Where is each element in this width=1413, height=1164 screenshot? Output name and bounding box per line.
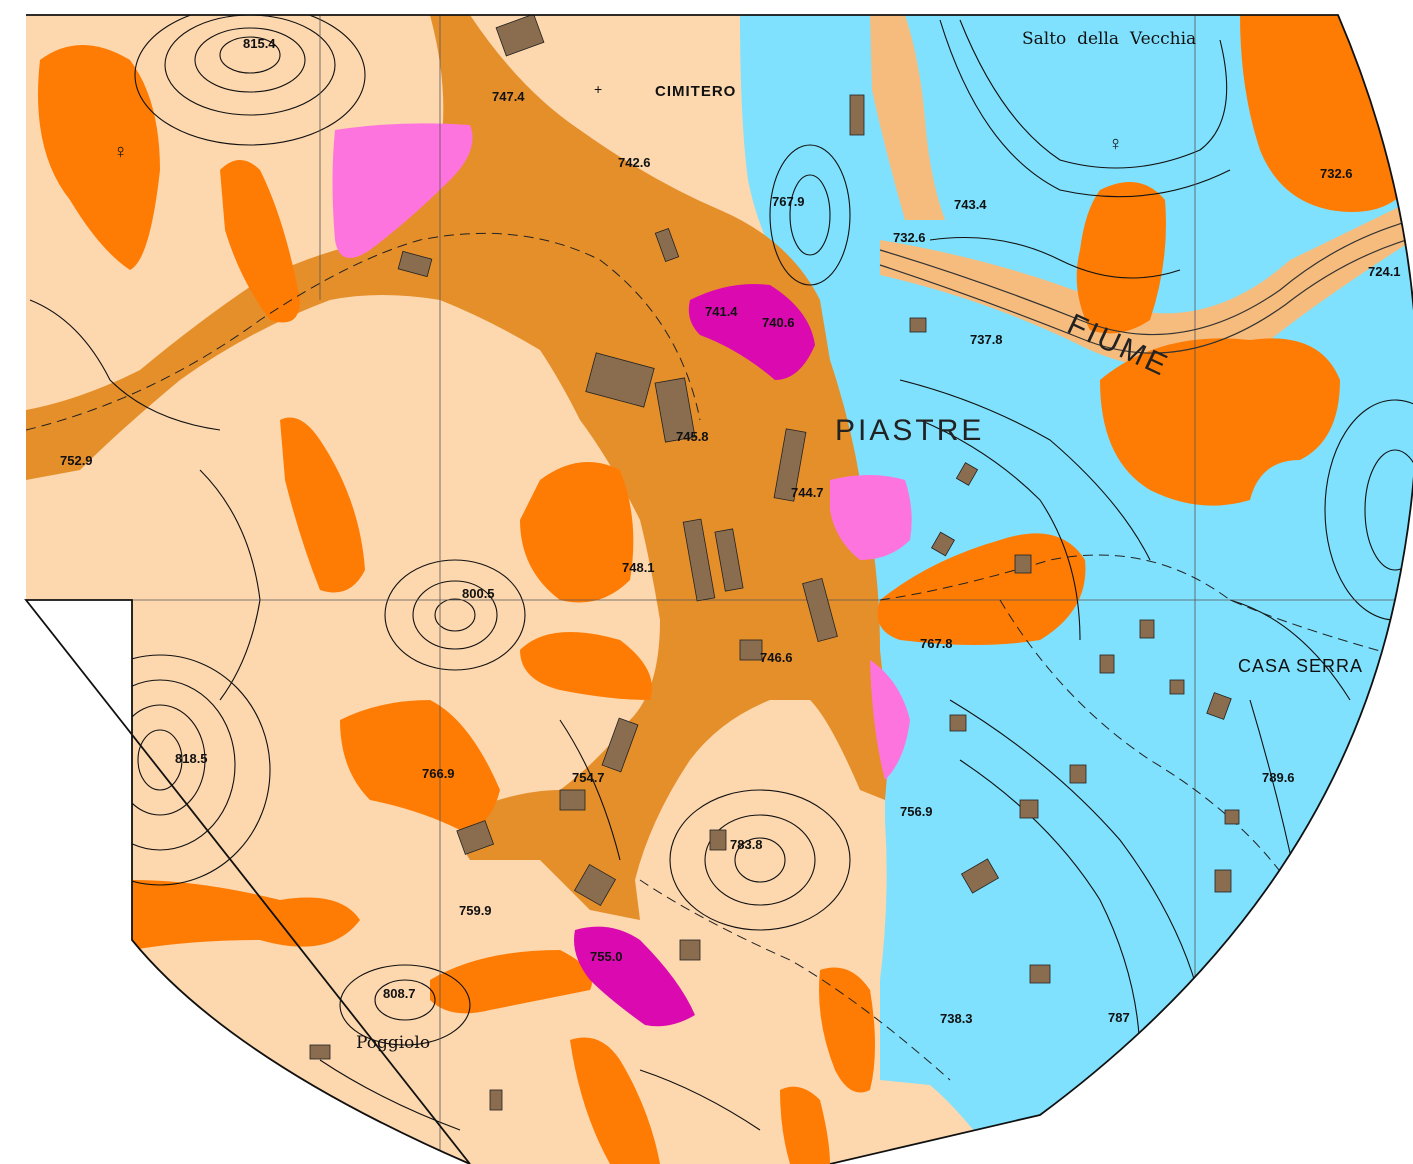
spot-height: 732.6 bbox=[1320, 166, 1353, 181]
cemetery-cross-icon: + bbox=[594, 81, 602, 97]
river bbox=[879, 219, 1413, 354]
spot-height: 754.7 bbox=[572, 770, 605, 785]
pale-strip-north bbox=[870, 15, 945, 220]
grid-lines bbox=[26, 15, 1413, 1164]
spot-height: 746.6 bbox=[760, 650, 793, 665]
place-poggiolo: Poggiolo bbox=[356, 1033, 430, 1053]
roads bbox=[26, 232, 1413, 1081]
orange-slope-zones bbox=[38, 15, 1413, 1164]
tree-symbol-icon-2: ♀ bbox=[1108, 133, 1123, 155]
tree-symbol-icon: ♀ bbox=[113, 141, 128, 163]
spot-height: 818.5 bbox=[175, 751, 208, 766]
place-piastre: PIASTRE bbox=[835, 414, 984, 447]
spot-height: 748.1 bbox=[622, 560, 655, 575]
spot-height: 732.6 bbox=[893, 230, 926, 245]
spot-height: 755.0 bbox=[590, 949, 623, 964]
spot-height: 744.7 bbox=[791, 485, 824, 500]
place-casa-serra: CASA SERRA bbox=[1238, 656, 1363, 676]
village-zone bbox=[26, 15, 890, 920]
spot-height: 741.4 bbox=[705, 304, 738, 319]
spot-height: 742.6 bbox=[618, 155, 651, 170]
spot-height: 815.4 bbox=[243, 36, 276, 51]
spot-height: 756.9 bbox=[900, 804, 933, 819]
pale-strip-river bbox=[880, 200, 1413, 368]
spot-height: 738.3 bbox=[940, 1011, 973, 1026]
spot-height: 752.9 bbox=[60, 453, 93, 468]
spot-height: 767.8 bbox=[920, 636, 953, 651]
pink-zones bbox=[332, 123, 912, 1027]
spot-height: 724.1 bbox=[1368, 264, 1401, 279]
spot-height: 766.9 bbox=[422, 766, 455, 781]
place-salto-della-vecchia: Salto della Vecchia bbox=[1022, 29, 1196, 49]
spot-height: 747.4 bbox=[492, 89, 525, 104]
spot-height: 787 bbox=[1108, 1010, 1130, 1025]
spot-heights: 815.4 747.4 742.6 767.9 743.4 732.6 732.… bbox=[60, 36, 1401, 1026]
place-cimitero: CIMITERO bbox=[655, 83, 736, 100]
spot-height: 740.6 bbox=[762, 315, 795, 330]
spot-height: 737.8 bbox=[970, 332, 1003, 347]
spot-height: 789.6 bbox=[1262, 770, 1295, 785]
buildings bbox=[309, 15, 1240, 1111]
spot-height: 743.4 bbox=[954, 197, 987, 212]
spot-height: 808.7 bbox=[383, 986, 416, 1001]
spot-height: 783.8 bbox=[730, 837, 763, 852]
map-boundary bbox=[24, 14, 1413, 1164]
spot-height: 745.8 bbox=[676, 429, 709, 444]
spot-height: 800.5 bbox=[462, 586, 495, 601]
spot-height: 759.9 bbox=[459, 903, 492, 918]
spot-height: 767.9 bbox=[772, 194, 805, 209]
